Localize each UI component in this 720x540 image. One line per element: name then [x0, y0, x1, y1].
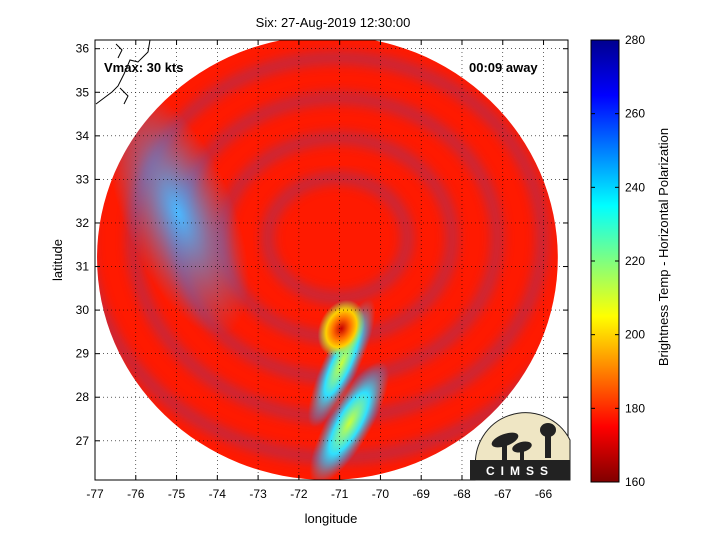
chart-title: Six: 27-Aug-2019 12:30:00 [256, 15, 411, 30]
x-tick-label: -67 [494, 487, 512, 501]
x-axis-label: longitude [305, 511, 358, 526]
colorbar-tick-label: 240 [625, 180, 645, 194]
colorbar-tick-label: 200 [625, 328, 645, 342]
axes-box [94, 39, 569, 481]
x-tick-label: -73 [249, 487, 267, 501]
dry-slot-feature [107, 90, 249, 336]
y-tick-label: 33 [76, 172, 90, 186]
colorbar-tick-label: 260 [625, 107, 645, 121]
x-tick-label: -72 [290, 487, 308, 501]
colorbar [590, 39, 620, 483]
x-axis-ticks: -77 -76 -75 -74 -73 -72 -71 -70 -69 -68 -67 -66 [86, 40, 553, 501]
x-tick-label: -75 [168, 487, 186, 501]
svg-text:CIMSS: CIMSS [486, 464, 554, 478]
y-tick-label: 27 [76, 434, 90, 448]
y-tick-label: 31 [76, 260, 90, 274]
x-tick-label: -66 [535, 487, 553, 501]
x-tick-label: -74 [209, 487, 227, 501]
vmax-annotation: Vmax: 30 kts [104, 60, 184, 75]
rainband-feature [309, 361, 390, 480]
colorbar-tick-label: 160 [625, 475, 645, 489]
x-tick-label: -69 [413, 487, 431, 501]
colorbar-tick-label: 220 [625, 254, 645, 268]
y-tick-label: 35 [76, 85, 90, 99]
y-axis-ticks: 27 28 29 30 31 32 33 34 35 36 [76, 42, 568, 448]
x-tick-label: -76 [127, 487, 145, 501]
cold-core-feature [317, 299, 366, 358]
y-tick-label: 30 [76, 303, 90, 317]
coastline [95, 40, 151, 105]
x-tick-label: -77 [86, 487, 104, 501]
y-tick-label: 34 [76, 129, 90, 143]
y-axis-label: latitude [50, 239, 65, 281]
y-tick-label: 36 [76, 42, 90, 56]
colorbar-tick-label: 280 [625, 33, 645, 47]
cimss-logo: CIMSS [470, 412, 571, 481]
colorbar-tick-label: 180 [625, 401, 645, 415]
colorbar-label: Brightness Temp - Horizontal Polarizatio… [656, 128, 671, 366]
x-tick-label: -68 [453, 487, 471, 501]
colorbar-ticks: 160 180 200 220 240 260 280 [591, 33, 645, 489]
x-tick-label: -70 [372, 487, 390, 501]
y-tick-label: 32 [76, 216, 90, 230]
y-tick-label: 28 [76, 390, 90, 404]
y-tick-label: 29 [76, 347, 90, 361]
x-tick-label: -71 [331, 487, 349, 501]
scan-swath [97, 40, 558, 480]
time-away-annotation: 00:09 away [469, 60, 538, 75]
